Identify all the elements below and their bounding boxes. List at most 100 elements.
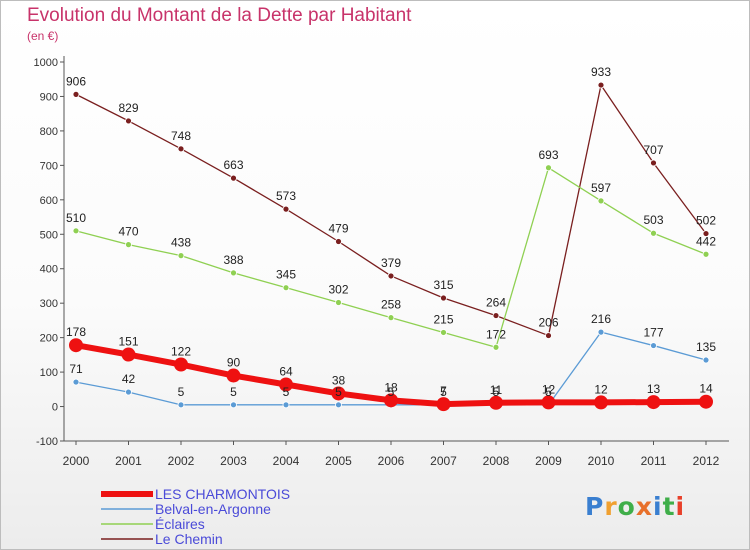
- data-label: 503: [643, 213, 663, 227]
- data-label: 14: [699, 382, 713, 396]
- data-point: [699, 394, 713, 409]
- x-tick-label: 2008: [483, 454, 510, 468]
- data-label: 573: [276, 189, 296, 203]
- x-tick-label: 2005: [325, 454, 352, 468]
- legend-label: Belval-en-Argonne: [155, 501, 271, 517]
- logo-letter: x: [635, 492, 653, 521]
- data-label: 5: [283, 385, 290, 399]
- data-label: 597: [591, 181, 611, 195]
- data-point: [440, 329, 447, 336]
- data-point: [489, 395, 503, 410]
- data-label: 663: [223, 158, 243, 172]
- x-tick-label: 2002: [168, 454, 195, 468]
- x-tick-label: 2009: [535, 454, 562, 468]
- data-label: 264: [486, 296, 506, 310]
- data-label: 479: [328, 222, 348, 236]
- data-label: 18: [384, 380, 398, 394]
- data-point: [597, 328, 605, 336]
- data-label: 5: [545, 385, 552, 399]
- data-point: [125, 241, 132, 249]
- data-label: 178: [66, 325, 86, 339]
- data-point: [541, 395, 556, 410]
- data-label: 5: [388, 385, 395, 399]
- data-point: [440, 294, 447, 302]
- data-point: [282, 284, 290, 292]
- data-label: 302: [328, 282, 348, 296]
- data-point: [702, 356, 710, 364]
- data-point: [72, 378, 80, 386]
- data-point: [384, 393, 398, 408]
- data-point: [69, 338, 83, 353]
- data-point: [594, 395, 608, 410]
- data-label: 906: [66, 74, 86, 88]
- data-point: [72, 227, 80, 235]
- data-label: 177: [643, 326, 663, 340]
- data-label: 315: [433, 278, 453, 292]
- data-label: 206: [538, 316, 558, 330]
- data-label: 345: [276, 268, 296, 282]
- y-tick-label: 0: [52, 402, 58, 414]
- data-label: 933: [591, 65, 611, 79]
- logo-letter: r: [604, 492, 618, 521]
- data-label: 5: [178, 385, 185, 399]
- data-label: 502: [696, 214, 716, 228]
- y-tick-label: -100: [36, 436, 58, 448]
- y-tick-label: 600: [40, 195, 58, 207]
- data-label: 216: [591, 312, 611, 326]
- chart-title: Evolution du Montant de la Dette par Hab…: [27, 5, 412, 26]
- x-tick-label: 2001: [115, 454, 142, 468]
- data-point: [279, 377, 293, 392]
- data-label: 379: [381, 256, 401, 270]
- data-label: 707: [643, 143, 663, 157]
- logo-letter: i: [653, 492, 663, 521]
- y-tick-label: 300: [40, 298, 58, 310]
- data-point: [702, 250, 710, 258]
- data-label: 5: [230, 385, 237, 399]
- data-point: [335, 238, 342, 245]
- data-label: 38: [332, 373, 346, 387]
- data-point: [335, 299, 342, 306]
- data-label: 693: [538, 148, 558, 162]
- data-label: 71: [69, 362, 83, 376]
- logo-letter: o: [617, 492, 636, 521]
- data-point: [121, 347, 136, 362]
- data-point: [492, 312, 500, 319]
- data-label: 151: [118, 335, 138, 349]
- y-tick-label: 700: [40, 160, 58, 172]
- data-label: 172: [486, 327, 506, 341]
- data-label: 64: [279, 364, 293, 378]
- logo-letter: P: [585, 492, 605, 521]
- data-point: [545, 164, 552, 172]
- data-point: [174, 357, 188, 372]
- data-point: [646, 395, 661, 410]
- data-point: [436, 397, 451, 412]
- data-label: 12: [542, 382, 556, 396]
- data-point: [125, 117, 132, 125]
- data-point: [331, 386, 346, 401]
- data-label: 5: [335, 385, 342, 399]
- x-tick-label: 2012: [693, 454, 720, 468]
- data-point: [650, 229, 657, 237]
- legend-label: Le Chemin: [155, 531, 223, 547]
- y-tick-label: 800: [40, 126, 58, 138]
- data-point: [387, 272, 395, 280]
- x-tick-label: 2006: [378, 454, 405, 468]
- data-label: 258: [381, 298, 401, 312]
- data-label: 829: [118, 101, 138, 115]
- data-label: 90: [227, 356, 241, 370]
- x-tick-label: 2003: [220, 454, 247, 468]
- data-label: 5: [440, 385, 447, 399]
- data-point: [650, 159, 657, 167]
- data-label: 122: [171, 345, 191, 359]
- logo-letter: t: [662, 492, 676, 521]
- data-point: [597, 81, 605, 89]
- data-label: 442: [696, 234, 716, 248]
- chart-unit: (en €): [27, 29, 59, 43]
- data-point: [177, 401, 185, 409]
- x-tick-label: 2000: [63, 454, 90, 468]
- legend-label: Éclaires: [155, 516, 205, 532]
- data-label: 135: [696, 340, 716, 354]
- proxiti-logo: Proxiti: [585, 492, 685, 521]
